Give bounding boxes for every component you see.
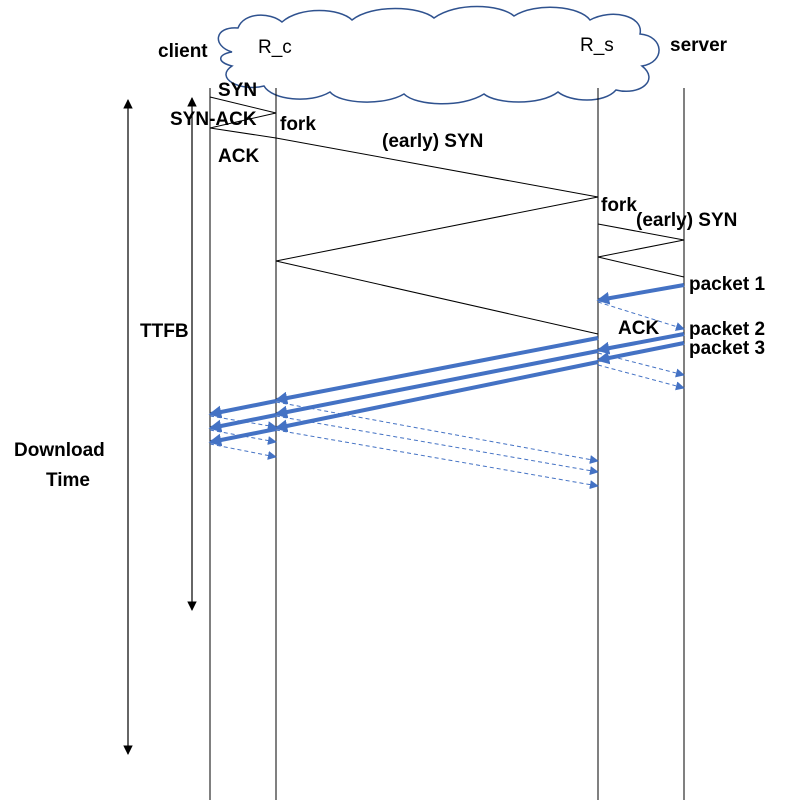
syn-line <box>209 96 277 114</box>
early-syn-label-1: (early) SYN <box>382 131 483 152</box>
host-relay-server-label: R_s <box>580 35 614 56</box>
packet1-relay-arrow <box>274 336 599 405</box>
ack2-label: ACK <box>618 318 659 339</box>
ack-arrow-server-1 <box>597 301 685 331</box>
host-relay-client-label: R_c <box>258 37 292 58</box>
syn-label: SYN <box>218 80 257 101</box>
ack-line <box>209 127 277 139</box>
packet2-label: packet 2 <box>689 319 765 340</box>
relay-ack-arrow-2 <box>275 415 599 476</box>
packet2-arrow <box>596 332 685 355</box>
syn-ack-label: SYN-ACK <box>170 109 257 130</box>
packet1-label: packet 1 <box>689 274 765 295</box>
packet2-client-arrow <box>208 413 277 433</box>
relay-ack-arrow-3 <box>275 429 599 490</box>
ack-label: ACK <box>218 146 259 167</box>
download-time-label-line1: Download <box>14 440 105 461</box>
early-syn-line-1 <box>275 137 599 198</box>
packet3-client-arrow <box>208 427 277 447</box>
host-server-label: server <box>670 35 728 56</box>
relay-ack-arrow-1 <box>275 401 599 464</box>
packet3-arrow <box>596 341 685 365</box>
ack-arrow-server-2 <box>597 352 685 378</box>
ack-line-server <box>597 256 685 278</box>
early-syn-label-2: (early) SYN <box>636 210 737 231</box>
packet3-relay-arrow <box>274 360 599 433</box>
fork-server-side-label: fork <box>601 195 637 216</box>
network-cloud <box>217 5 660 105</box>
ack-arrow-server-3 <box>597 364 685 391</box>
packet2-relay-arrow <box>274 349 599 419</box>
packet1-arrow <box>596 283 685 305</box>
ack-line-relays <box>275 260 599 335</box>
syn-ack-line-server <box>597 239 685 258</box>
syn-ack-line-relays <box>275 196 599 262</box>
early-syn-line-2 <box>597 223 685 241</box>
ttfb-label: TTFB <box>140 321 189 342</box>
syn-ack-line <box>209 112 277 129</box>
packet3-label: packet 3 <box>689 338 765 359</box>
host-client-label: client <box>158 41 208 62</box>
packet1-client-arrow <box>208 399 277 419</box>
fork-client-side-label: fork <box>280 114 316 135</box>
download-time-label-line2: Time <box>46 470 90 491</box>
client-ack-arrow-3 <box>209 443 277 460</box>
